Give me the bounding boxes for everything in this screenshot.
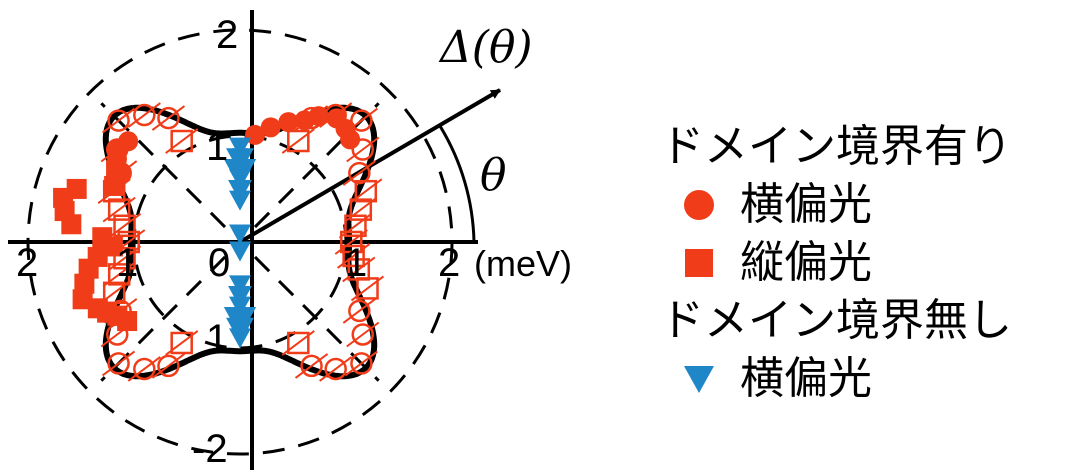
data-point-triangle-down — [229, 190, 251, 211]
data-point-circle-open — [344, 107, 379, 134]
data-point-circle-open — [344, 350, 379, 377]
data-point-circle-filled — [340, 129, 361, 150]
data-point-circle-open — [294, 353, 329, 379]
data-point-square-open — [165, 128, 199, 154]
data-points-group — [53, 102, 385, 382]
data-point-circle-open — [104, 298, 138, 324]
tick-label-center: 0 — [208, 241, 230, 285]
tick-label-inner-top: 1 — [206, 125, 228, 169]
data-point-square-open — [97, 178, 131, 204]
data-point-circle-open — [127, 102, 161, 128]
data-point-triangle-down — [229, 137, 251, 158]
series-square-open — [97, 128, 385, 356]
legend-group-with-domain-boundary: ドメイン境界有り — [660, 121, 1012, 172]
data-point-triangle-down — [229, 241, 251, 262]
data-point-circle-filled — [245, 124, 266, 145]
legend-item-horizontal-polarization: 横偏光 — [640, 176, 1060, 234]
data-point-square-filled — [78, 258, 99, 279]
data-point-circle-filled — [308, 106, 329, 127]
dashed-diagonal-135 — [100, 102, 227, 229]
legend-label: 横偏光 — [740, 353, 872, 404]
data-point-circle-open — [151, 105, 186, 131]
data-point-triangle-down — [229, 224, 251, 245]
data-point-triangle-down — [223, 158, 246, 179]
tick-label-right: 2 — [438, 241, 460, 285]
data-point-square-open — [281, 128, 315, 154]
axis-labels-group: 2 -2 2 2 0 1 1 1 1 (meV) Δ(θ) θ — [16, 13, 572, 471]
data-point-circle-open — [294, 105, 329, 131]
legend-item-vertical-polarization: 縦偏光 — [640, 234, 1060, 292]
data-point-triangle-down — [229, 169, 251, 190]
dashed-diagonal-315 — [253, 255, 380, 382]
data-point-circle-open — [100, 321, 134, 348]
data-point-square-open — [107, 245, 142, 272]
tick-label-left: 2 — [16, 241, 38, 285]
data-point-circle-filled — [260, 117, 281, 138]
data-point-triangle-down — [229, 328, 251, 349]
data-point-square-open — [334, 229, 368, 255]
data-point-circle-open — [346, 136, 380, 163]
data-point-square-filled — [74, 273, 95, 294]
data-point-circle-filled — [278, 112, 299, 133]
delta-theta-label: Δ(θ) — [438, 22, 533, 73]
data-point-square-open — [97, 280, 131, 306]
data-point-triangle-down — [226, 148, 249, 169]
data-point-circle-open — [346, 321, 380, 348]
data-point-circle-open — [127, 356, 161, 382]
legend-label: 縦偏光 — [740, 237, 872, 288]
data-point-triangle-down — [229, 285, 252, 306]
data-point-triangle-down — [229, 275, 251, 296]
data-point-triangle-down — [231, 317, 254, 338]
filled-square-icon — [670, 234, 730, 292]
data-point-circle-open — [151, 353, 186, 379]
data-point-circle-open — [319, 356, 353, 382]
data-point-triangle-down — [229, 296, 251, 317]
theta-arc — [438, 125, 476, 243]
data-point-circle-open — [319, 102, 353, 128]
data-point-square-filled — [61, 214, 82, 235]
data-point-circle-open — [342, 298, 376, 324]
data-point-square-open — [102, 196, 136, 223]
data-point-square-open — [337, 243, 371, 269]
data-point-square-open — [107, 212, 142, 239]
tick-label-inner-left: 1 — [116, 241, 138, 285]
data-point-square-open — [281, 330, 315, 356]
series-triangle-down — [223, 137, 257, 349]
data-point-square-open — [338, 212, 373, 239]
data-point-triangle-down — [228, 180, 251, 201]
data-point-circle-open — [342, 160, 376, 186]
filled-circle-icon — [670, 176, 730, 234]
data-point-circle-open — [100, 136, 134, 163]
unit-label: (meV) — [474, 243, 572, 284]
data-point-circle-open — [101, 107, 136, 134]
tick-label-top: 2 — [216, 13, 238, 57]
data-point-square-filled — [72, 289, 93, 310]
data-point-square-open — [349, 178, 383, 204]
legend-item-horizontal-polarization-no-boundary: 横偏光 — [640, 350, 1060, 408]
data-point-square-open — [165, 330, 199, 356]
polar-axes — [8, 10, 502, 470]
triangle-down-icon — [670, 350, 730, 408]
data-point-square-open — [342, 256, 376, 283]
series-circle-open — [100, 102, 380, 382]
theta-label: θ — [480, 150, 507, 201]
legend-label: 横偏光 — [740, 179, 872, 230]
polar-chart: 2 -2 2 2 0 1 1 1 1 (meV) Δ(θ) θ — [8, 10, 572, 471]
tick-label-bottom: -2 — [192, 427, 228, 471]
data-point-circle-open — [101, 350, 136, 377]
legend-group-without-domain-boundary: ドメイン境界無し — [660, 295, 1012, 346]
tick-label-inner-bottom: 1 — [206, 317, 228, 361]
data-point-square-open — [112, 229, 146, 255]
legend: ドメイン境界有り 横偏光 縦偏光 ドメイン境界無し 横偏光 — [640, 118, 1060, 408]
tick-label-inner-right: 1 — [345, 241, 367, 285]
